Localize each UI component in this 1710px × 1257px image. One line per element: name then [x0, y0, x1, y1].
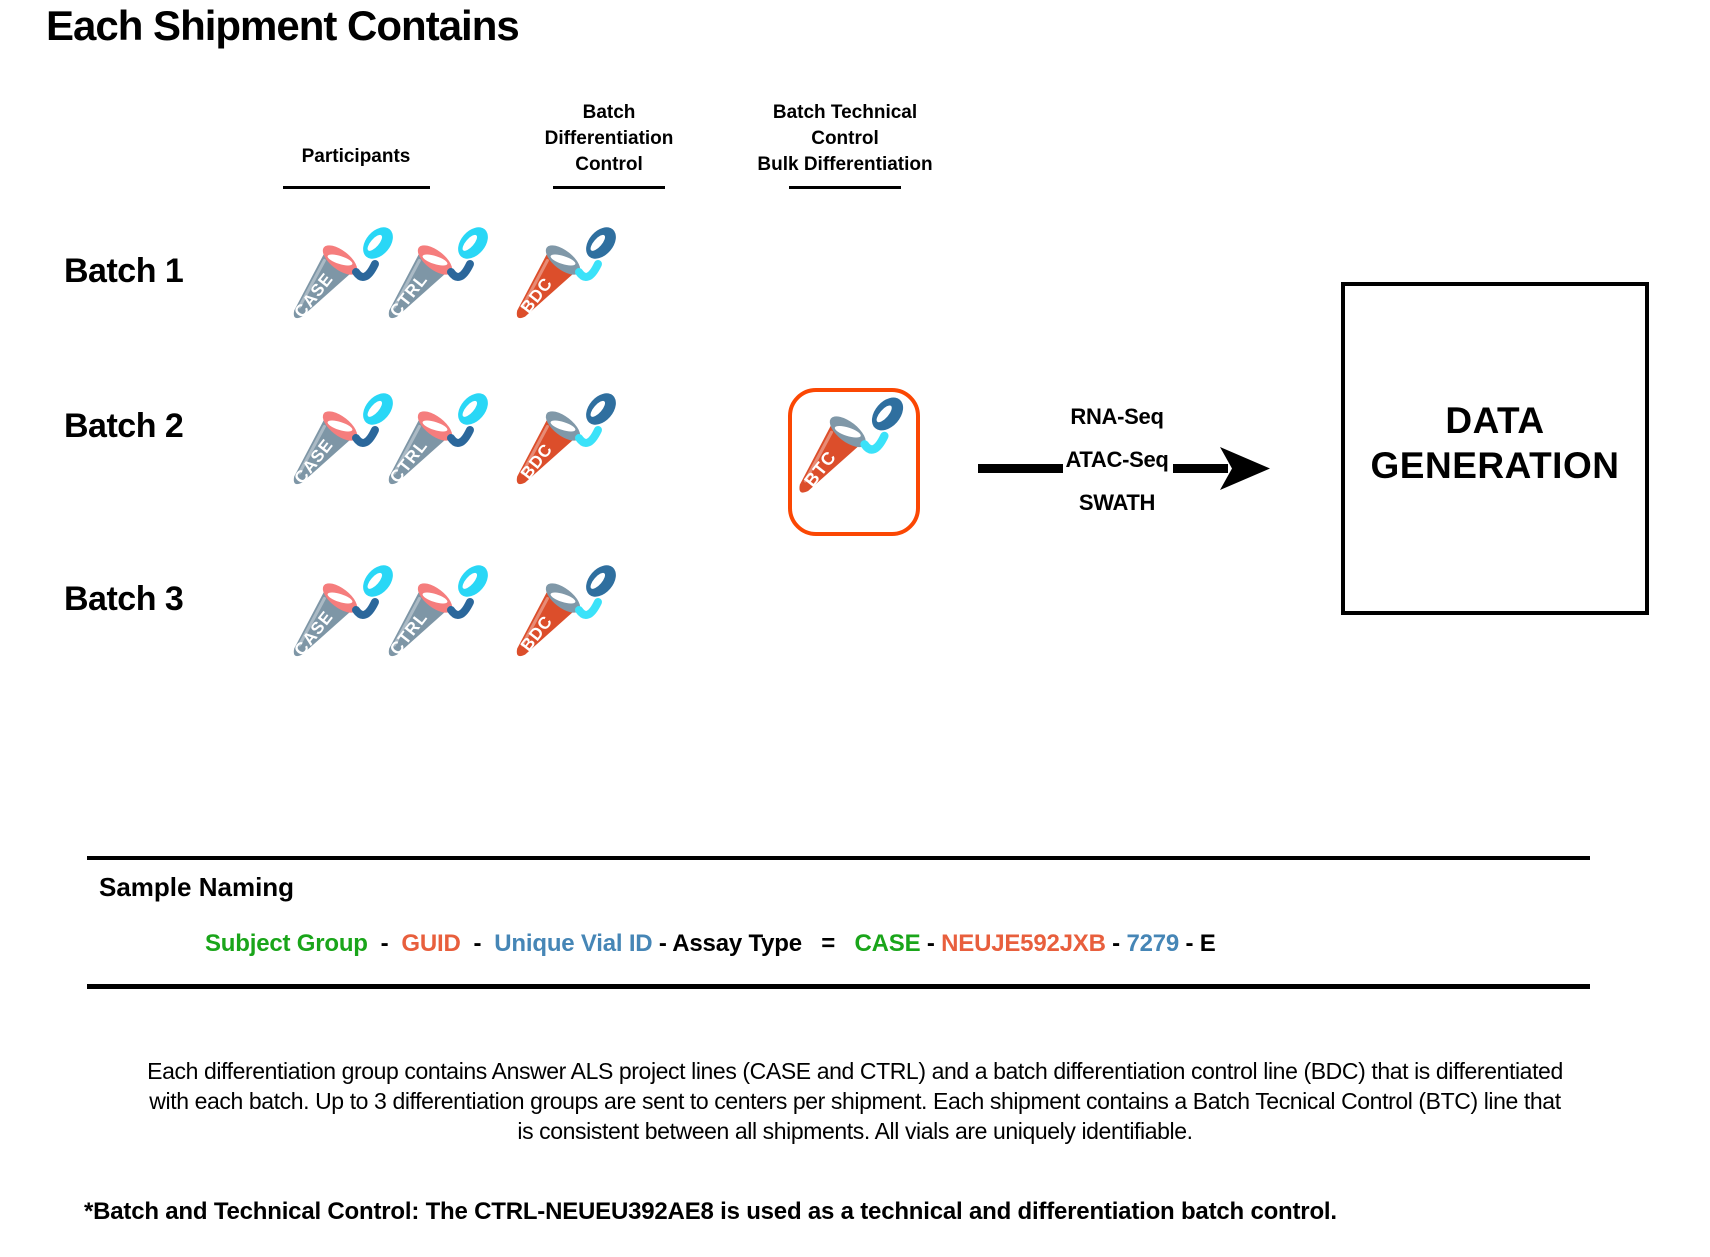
assay-label-atac-seq: ATAC-Seq	[1065, 447, 1169, 472]
formula-part: GUID	[401, 930, 461, 957]
column-header-participants-label: Participants	[301, 146, 411, 167]
tube-bdc-batch-2: BDC	[516, 393, 616, 485]
formula-part: -	[460, 930, 495, 957]
description-paragraph: Each differentiation group contains Answ…	[95, 1056, 1615, 1146]
formula-part: E	[1199, 930, 1216, 957]
tube-ctrl-batch-2: CTRL	[386, 393, 488, 487]
description-line: with each batch. Up to 3 differentiation…	[149, 1088, 1561, 1114]
sample-naming-bottom-rule	[87, 984, 1590, 989]
bdc-header-line: Control	[575, 154, 643, 175]
data-generation-line: DATA	[1445, 399, 1545, 441]
tube-case-batch-2: CASE	[290, 393, 393, 487]
btc-tube-slot: BTC	[790, 392, 916, 528]
batch-1-label: Batch 1	[64, 252, 184, 290]
page-title: Each Shipment Contains	[46, 2, 520, 49]
formula-part: -	[920, 930, 942, 957]
assay-label-rna-seq: RNA-Seq	[1070, 404, 1164, 429]
participants-underline	[283, 186, 430, 189]
btc-header-line: Bulk Differentiation	[757, 154, 933, 175]
formula-part: Unique Vial ID	[494, 930, 653, 957]
formula-part: =	[801, 930, 855, 957]
btc-underline	[789, 186, 901, 189]
formula-part: -	[367, 930, 402, 957]
bdc-header-line: Differentiation	[544, 128, 674, 149]
formula-part: Subject Group	[205, 930, 368, 957]
tube-btc: BTC	[799, 397, 904, 493]
footnote: *Batch and Technical Control: The CTRL-N…	[84, 1198, 1337, 1225]
tube-case-batch-1: CASE	[290, 227, 393, 321]
bdc-underline	[553, 186, 665, 189]
column-header-participants: Participants	[276, 144, 436, 170]
formula-part: Assay Type	[672, 930, 802, 957]
tube-ctrl-batch-1: CTRL	[386, 227, 488, 321]
btc-highlight-box	[788, 388, 920, 536]
description-line: is consistent between all shipments. All…	[517, 1118, 1193, 1144]
formula-part: CASE	[854, 930, 921, 957]
btc-header-line: Batch Technical	[772, 102, 918, 123]
formula-part: -	[652, 930, 673, 957]
bdc-header-line: Batch	[582, 102, 636, 123]
formula-part: -	[1179, 930, 1200, 957]
batch-3-label: Batch 3	[64, 580, 184, 618]
tube-bdc-batch-3: BDC	[516, 565, 616, 657]
tube-ctrl-batch-3: CTRL	[386, 565, 488, 659]
formula-part: -	[1105, 930, 1127, 957]
column-header-batch-differentiation-control: Batch Differentiation Control	[534, 100, 684, 178]
assay-label-swath: SWATH	[1078, 490, 1156, 515]
data-generation-line: GENERATION	[1370, 444, 1620, 486]
data-generation-box: DATA GENERATION	[1341, 282, 1649, 615]
description-line: Each differentiation group contains Answ…	[147, 1058, 1563, 1084]
tube-bdc-batch-1: BDC	[516, 227, 616, 319]
sample-naming-formula: Subject Group - GUID - Unique Vial ID - …	[205, 930, 1216, 958]
batch-2-label: Batch 2	[64, 407, 184, 445]
formula-part: 7279	[1126, 930, 1180, 957]
assay-arrow	[978, 447, 1270, 490]
formula-part: NEUJE592JXB	[941, 930, 1106, 957]
sample-naming-top-rule	[87, 856, 1590, 860]
btc-header-line: Control	[811, 128, 879, 149]
column-header-batch-technical-control: Batch Technical Control Bulk Differentia…	[750, 100, 940, 178]
tube-case-batch-3: CASE	[290, 565, 393, 659]
sample-naming-title: Sample Naming	[99, 872, 295, 902]
